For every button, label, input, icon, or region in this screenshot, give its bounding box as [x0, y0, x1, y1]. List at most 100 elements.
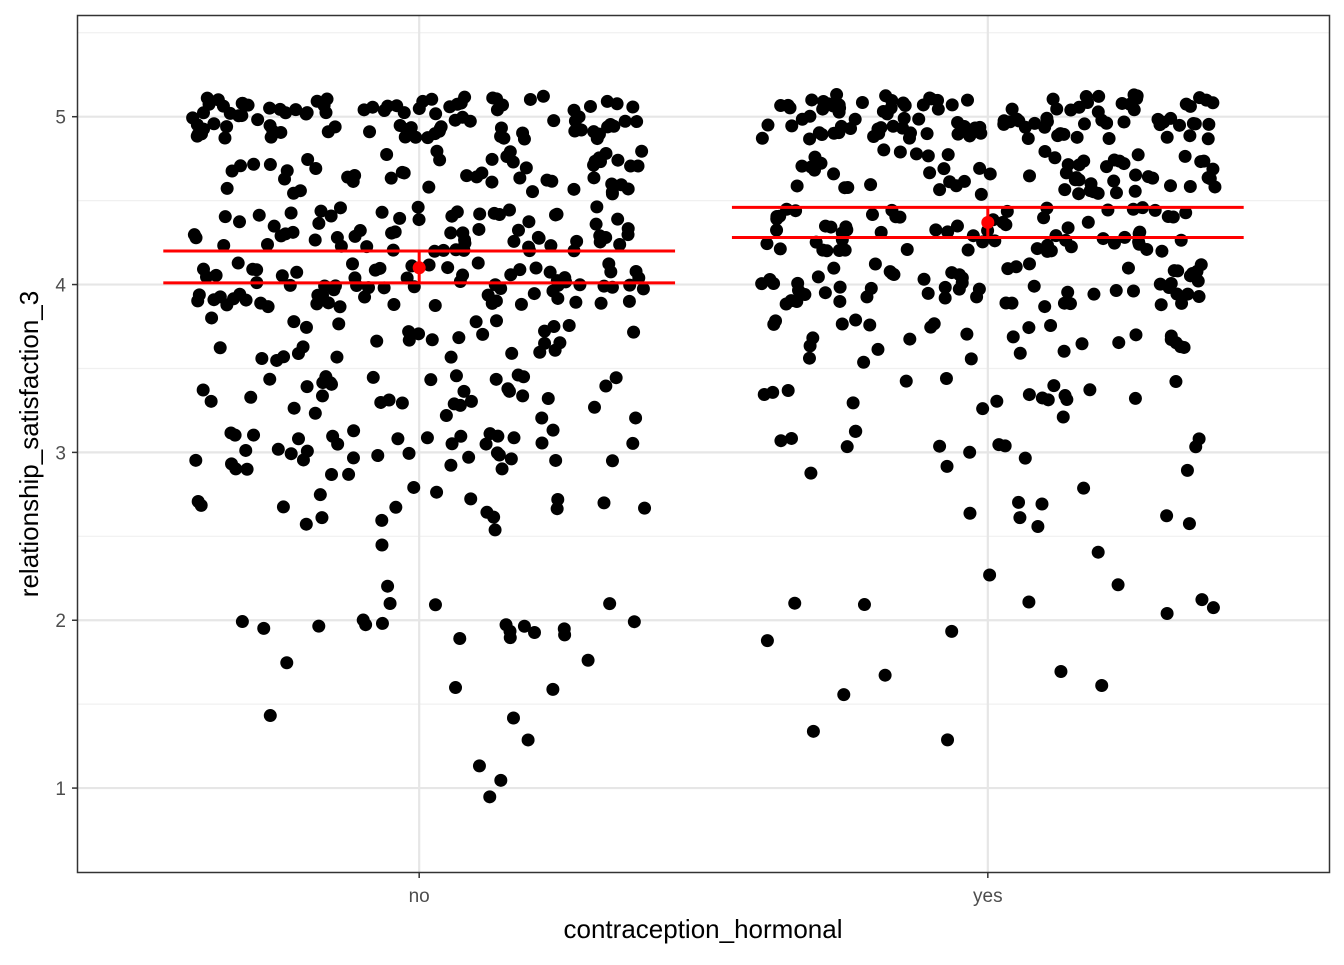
data-point	[445, 437, 459, 451]
data-point	[1131, 148, 1145, 162]
data-point	[551, 492, 565, 506]
data-point	[570, 234, 584, 248]
data-point	[626, 436, 640, 450]
y-tick-label: 2	[55, 611, 66, 632]
data-point	[893, 145, 907, 159]
x-tick-label: no	[409, 886, 430, 907]
data-point	[189, 453, 203, 467]
data-point	[543, 265, 557, 279]
data-point	[429, 107, 443, 121]
plot-panel-border	[76, 14, 1331, 874]
data-point	[522, 215, 536, 229]
data-point	[493, 207, 507, 221]
data-point	[1160, 130, 1174, 144]
data-point	[422, 258, 436, 272]
data-point	[830, 88, 844, 102]
data-point	[247, 157, 261, 171]
data-point	[1005, 102, 1019, 116]
data-point	[502, 203, 516, 217]
data-point	[1174, 233, 1188, 247]
data-point	[545, 174, 559, 188]
data-point	[456, 268, 470, 282]
data-point	[204, 394, 218, 408]
data-point	[500, 149, 514, 163]
data-point	[1031, 519, 1045, 533]
data-point	[441, 261, 455, 275]
data-point	[818, 286, 832, 300]
data-point	[927, 317, 941, 331]
data-point	[511, 223, 525, 237]
data-point	[514, 297, 528, 311]
data-point	[209, 268, 223, 282]
data-point	[497, 131, 511, 145]
data-point	[444, 226, 458, 240]
data-point	[384, 171, 398, 185]
data-point	[308, 406, 322, 420]
data-point	[760, 634, 774, 648]
data-point	[1054, 664, 1068, 678]
data-point	[453, 398, 467, 412]
data-point	[781, 383, 795, 397]
data-point	[283, 278, 297, 292]
data-point	[310, 297, 324, 311]
data-point	[400, 271, 414, 285]
data-point	[460, 169, 474, 183]
data-point	[567, 103, 581, 117]
data-point	[1161, 210, 1175, 224]
data-point	[844, 121, 858, 135]
data-point	[527, 287, 541, 301]
data-point	[544, 239, 558, 253]
data-point	[422, 180, 436, 194]
data-point	[940, 459, 954, 473]
data-point	[973, 161, 987, 175]
data-point	[196, 262, 210, 276]
data-point	[280, 656, 294, 670]
data-point	[1061, 221, 1075, 235]
data-point	[939, 371, 953, 385]
data-point	[490, 103, 504, 117]
data-point	[961, 243, 975, 257]
data-point	[456, 226, 470, 240]
data-point	[333, 300, 347, 314]
data-point	[931, 93, 945, 107]
data-point	[494, 121, 508, 135]
data-point	[903, 332, 917, 346]
data-point	[314, 204, 328, 218]
data-point	[233, 215, 247, 229]
data-point	[938, 280, 952, 294]
data-point	[627, 615, 641, 629]
data-point	[833, 280, 847, 294]
data-point	[473, 207, 487, 221]
data-point	[1092, 89, 1106, 103]
data-point	[1164, 329, 1178, 343]
data-point	[529, 261, 543, 275]
data-point	[923, 166, 937, 180]
data-point	[1195, 593, 1209, 607]
data-point	[553, 336, 567, 350]
data-point	[574, 123, 588, 137]
data-point	[857, 598, 871, 612]
data-point	[1091, 186, 1105, 200]
data-point	[1206, 601, 1220, 615]
data-point	[263, 101, 277, 115]
data-point	[342, 467, 356, 481]
data-point	[899, 374, 913, 388]
data-point	[1153, 277, 1167, 291]
data-point	[240, 462, 254, 476]
data-point	[270, 353, 284, 367]
data-point	[287, 401, 301, 415]
data-point	[371, 449, 385, 463]
data-point	[375, 538, 389, 552]
data-point	[483, 790, 497, 804]
data-point	[492, 448, 506, 462]
data-point	[1208, 180, 1222, 194]
data-point	[1038, 300, 1052, 314]
data-point	[863, 318, 877, 332]
data-point	[929, 223, 943, 237]
data-point	[857, 355, 871, 369]
data-point	[557, 622, 571, 636]
data-point	[1193, 91, 1207, 105]
data-point	[1072, 187, 1086, 201]
data-point	[1022, 595, 1036, 609]
data-point	[806, 724, 820, 738]
